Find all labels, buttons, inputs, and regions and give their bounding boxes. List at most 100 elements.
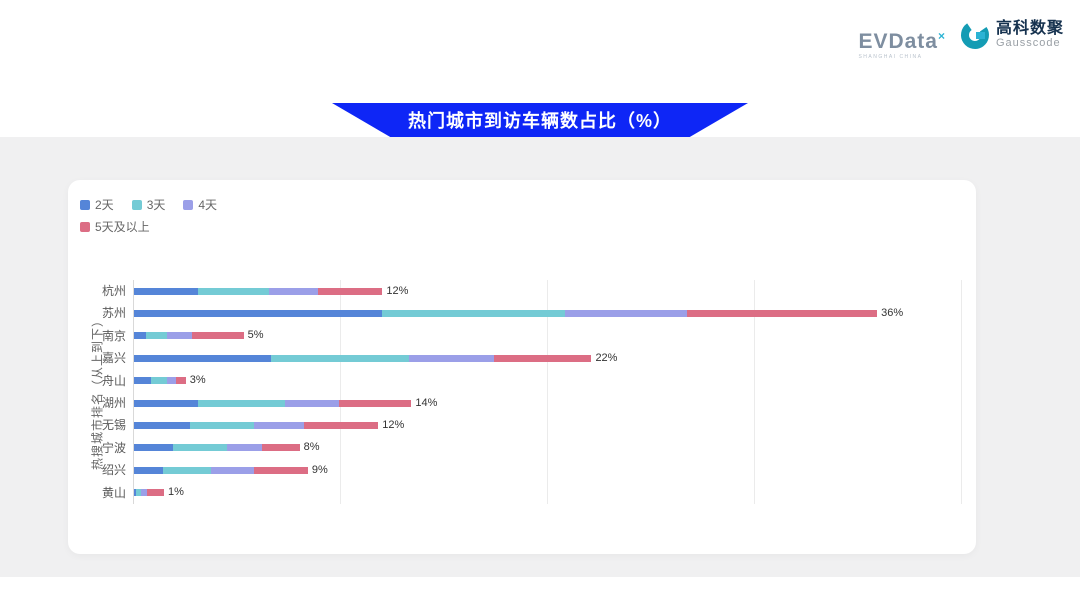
bar-segment-2天 [134,444,174,452]
bar-total-label: 9% [311,463,328,476]
legend-row: 5天及以上 [80,218,217,235]
bar-total-label: 14% [415,396,438,409]
legend-item-5天及以上[interactable]: 5天及以上 [80,218,150,235]
bar-segment-2天 [134,310,383,318]
bar-segment-2天 [134,287,199,295]
bar-row-南京: 南京 5% [102,325,969,347]
bar-total-label: 22% [595,351,618,364]
bar-segment-5天及以上 [338,399,412,407]
bar-row-黄山: 黄山 1% [102,482,969,504]
bar-segment-4天 [268,287,319,295]
bar-segment-3天 [189,422,255,430]
bar-segment-2天 [134,332,147,340]
legend-label: 5天及以上 [95,220,150,234]
bar-segment-5天及以上 [494,354,592,362]
gausscode-logo-icon [960,21,989,49]
city-label: 无锡 [101,418,126,433]
chart-card: 2天 3天 4天 5天及以上 热搜城市排名（从上到下） 杭州 12% 苏州 36% 南京 5% 嘉… [68,180,976,554]
city-label: 宁波 [101,440,126,455]
legend-swatch [183,199,194,210]
bar-segment-3天 [162,466,211,474]
y-axis-line [133,280,134,504]
bar-segment-3天 [270,354,410,362]
bar-segment-3天 [136,489,142,497]
evdata-wordmark: EVData× [858,26,946,52]
legend-item-2天[interactable]: 2天 [80,196,114,213]
stacked-bar: 5% [134,329,264,342]
bar-segment-5天及以上 [176,377,186,385]
city-label: 苏州 [101,306,126,321]
stage-background: 2天 3天 4天 5天及以上 热搜城市排名（从上到下） 杭州 12% 苏州 36% 南京 5% 嘉… [0,137,1080,577]
gausscode-name-en: Gausscode [995,36,1061,49]
bar-segment-3天 [146,332,168,340]
bar-segment-4天 [285,399,339,407]
evdata-wordmark-text: EVData [858,30,938,53]
bar-row-湖州: 湖州 14% [102,392,969,414]
gausscode-logo: 高科数聚 Gausscode [960,20,1064,50]
stacked-bar: 12% [134,419,405,432]
bar-segment-5天及以上 [191,332,244,340]
stacked-bar: 1% [134,486,184,499]
title-banner: 热门城市到访车辆数占比（%） [332,103,748,137]
bar-segment-4天 [227,444,263,452]
bar-total-label: 8% [303,441,320,454]
city-label: 杭州 [101,284,126,298]
bar-segment-2天 [134,377,151,385]
header-brand-area: EVData× SHANGHAI CHINA 高科数聚 Gausscode [858,20,1064,60]
gausscode-name-cn: 高科数聚 [995,19,1064,37]
bar-total-label: 5% [247,329,264,342]
bar-segment-4天 [254,422,304,430]
bar-segment-2天 [134,399,199,407]
legend-item-4天[interactable]: 4天 [183,196,217,213]
legend-item-3天[interactable]: 3天 [131,196,166,213]
city-label: 湖州 [101,396,126,410]
bar-segment-3天 [382,310,565,318]
bar-segment-4天 [409,354,495,362]
stacked-bar: 14% [134,396,438,409]
stacked-bar: 12% [134,284,409,297]
bar-row-舟山: 舟山 3% [102,370,969,392]
bar-total-label: 12% [382,419,405,432]
bar-total-label: 36% [881,307,904,320]
bar-segment-4天 [167,377,177,385]
page-title: 热门城市到访车辆数占比（%） [407,111,672,131]
legend-label: 4天 [198,198,218,212]
stacked-bar: 36% [134,307,904,320]
bar-segment-2天 [134,422,190,430]
bar-row-无锡: 无锡 12% [102,414,969,436]
bar-segment-5天及以上 [303,422,379,430]
stacked-bar: 22% [134,351,618,364]
city-label: 南京 [101,328,126,343]
bar-segment-5天及以上 [686,310,878,318]
bar-segment-5天及以上 [262,444,300,452]
city-label: 绍兴 [101,463,126,478]
stacked-bar: 8% [134,441,320,454]
chart-legend: 2天 3天 4天 5天及以上 [80,196,217,235]
legend-swatch [80,199,90,210]
gridline [547,280,548,504]
bar-segment-4天 [167,332,192,340]
evdata-subtext: SHANGHAI CHINA [858,54,923,60]
bar-segment-4天 [564,310,687,318]
bar-segment-4天 [210,466,255,474]
bar-row-杭州: 杭州 12% [102,280,969,302]
bar-segment-5天及以上 [318,287,383,295]
city-label: 舟山 [101,373,126,388]
bar-segment-3天 [150,377,168,385]
bar-total-label: 1% [167,486,184,499]
bar-segment-2天 [134,354,271,362]
bar-segment-2天 [134,489,137,497]
bar-row-宁波: 宁波 8% [102,437,969,459]
evdata-x-mark: × [937,29,946,43]
city-label: 嘉兴 [101,351,126,366]
legend-label: 3天 [146,198,166,212]
bar-segment-5天及以上 [254,466,308,474]
stacked-bar: 3% [134,375,206,386]
gridline [754,280,755,504]
bar-total-label: 12% [386,284,409,297]
bar-row-苏州: 苏州 36% [102,302,969,324]
gridline [961,280,962,504]
legend-swatch [131,199,142,210]
bar-segment-5天及以上 [147,489,164,497]
